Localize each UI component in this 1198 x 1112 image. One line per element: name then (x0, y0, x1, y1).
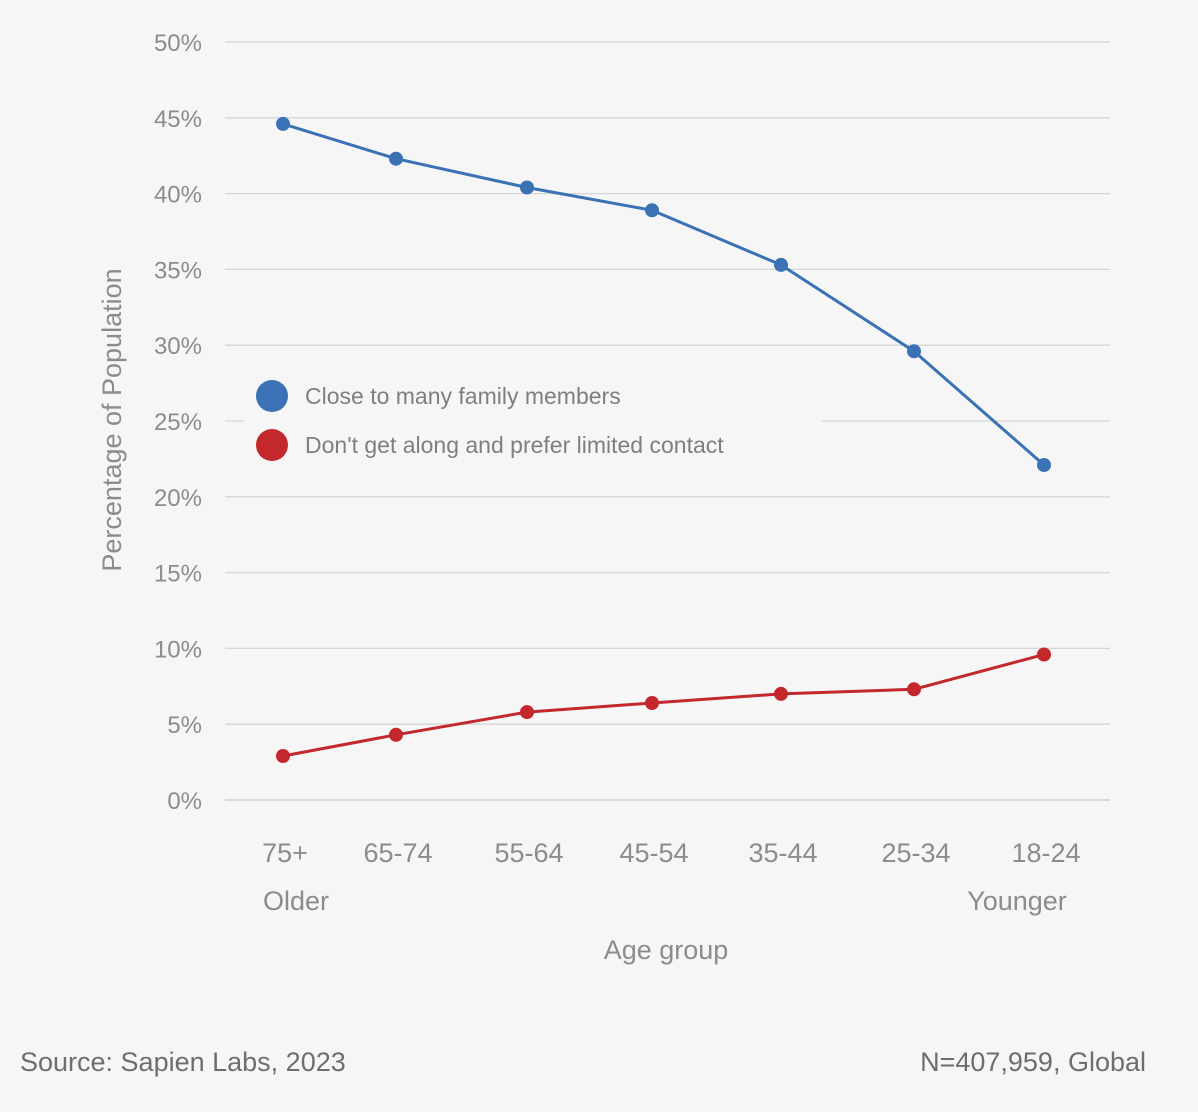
x-note-older: Older (263, 886, 329, 916)
data-point (389, 151, 403, 166)
y-tick-label: 30% (154, 333, 202, 360)
sample-note: N=407,959, Global (920, 1047, 1146, 1077)
data-point (389, 727, 403, 742)
x-tick-label: 65-74 (363, 838, 432, 868)
y-tick-label: 15% (154, 561, 202, 588)
data-point (276, 116, 290, 131)
x-tick-label: 55-64 (494, 838, 563, 868)
y-tick-label: 0% (167, 788, 202, 815)
legend-item-close: Close to many family members (256, 380, 621, 412)
data-point (1037, 647, 1051, 662)
data-point (774, 686, 788, 701)
x-tick-label: 75+ (262, 838, 308, 868)
x-note-younger: Younger (967, 886, 1067, 916)
x-tick-label: 25-34 (881, 838, 950, 868)
data-point (645, 203, 659, 218)
legend-item-limited: Don't get along and prefer limited conta… (256, 429, 724, 461)
y-tick-label: 10% (154, 636, 202, 663)
data-point (645, 696, 659, 710)
y-tick-label: 20% (154, 485, 202, 512)
y-tick-label: 40% (154, 182, 202, 209)
legend: Close to many family members Don't get a… (244, 366, 822, 478)
legend-label-limited: Don't get along and prefer limited conta… (305, 432, 724, 458)
y-tick-label: 50% (154, 30, 202, 57)
legend-marker-red (256, 429, 288, 461)
y-tick-label: 45% (154, 106, 202, 133)
x-tick-label: 35-44 (748, 838, 817, 868)
series-layer (276, 116, 1051, 763)
x-axis-title: Age group (604, 935, 729, 965)
legend-label-close: Close to many family members (305, 383, 621, 409)
data-point (907, 344, 921, 359)
x-axis-ticks: 75+ 65-74 55-64 45-54 35-44 25-34 18-24 (262, 838, 1080, 868)
y-tick-label: 25% (154, 409, 202, 436)
legend-marker-blue (256, 380, 288, 412)
series-limited-contact (276, 647, 1051, 763)
data-point (907, 682, 921, 697)
data-point (520, 705, 534, 720)
x-tick-label: 45-54 (619, 838, 688, 868)
data-point (774, 257, 788, 272)
data-point (276, 749, 290, 763)
x-tick-label: 18-24 (1011, 838, 1080, 868)
y-axis-title: Percentage of Population (97, 268, 127, 571)
y-tick-label: 35% (154, 257, 202, 284)
y-axis-ticks: 0% 5% 10% 15% 20% 25% 30% 35% 40% 45% 50% (154, 30, 202, 815)
data-point (520, 180, 534, 195)
y-tick-label: 5% (167, 712, 202, 739)
legend-background (244, 366, 822, 478)
series-close-family (276, 116, 1051, 472)
data-point (1037, 458, 1051, 472)
source-note: Source: Sapien Labs, 2023 (20, 1047, 346, 1077)
